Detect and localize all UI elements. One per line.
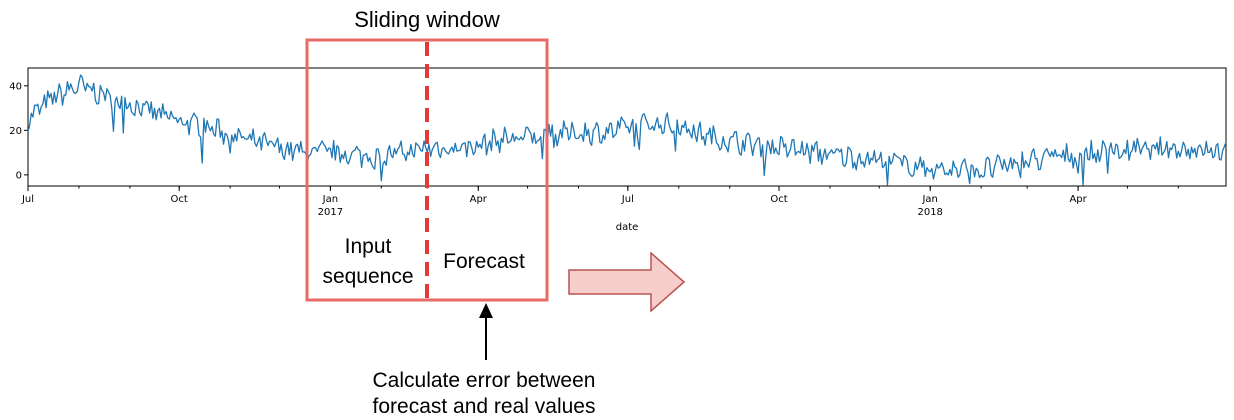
x-tick-label: Jan <box>921 194 937 205</box>
sliding-window-label: Sliding window <box>354 7 500 32</box>
y-axis-ticks: 0 20 40 <box>9 81 28 181</box>
error-label-line2: forecast and real values <box>373 395 596 418</box>
error-arrowhead <box>479 303 493 318</box>
x-tick-label: Jul <box>621 194 634 205</box>
sliding-window-box <box>305 38 549 302</box>
x-axis-ticks: Jul Oct Jan 2017 Apr Jul Oct Jan 2018 Apr <box>21 186 1179 218</box>
input-sequence-label-line2: sequence <box>322 265 413 288</box>
y-tick-label: 40 <box>9 81 22 92</box>
x-tick-label: Jan <box>322 194 338 205</box>
x-tick-label: Oct <box>770 194 787 205</box>
plot-area-frame <box>27 67 1227 187</box>
x-tick-label: Jul <box>21 194 34 205</box>
y-tick-label: 20 <box>9 126 22 137</box>
x-tick-year-label: 2018 <box>917 207 942 218</box>
x-axis-label: date <box>616 222 639 233</box>
error-label-line1: Calculate error between <box>373 369 596 392</box>
input-sequence-label-line1: Input <box>345 235 392 258</box>
x-tick-label: Apr <box>470 194 488 205</box>
slide-direction-arrow <box>568 251 686 313</box>
x-tick-label: Apr <box>1069 194 1087 205</box>
y-tick-label: 0 <box>16 170 22 181</box>
forecast-label: Forecast <box>443 250 525 273</box>
time-series-chart: 0 20 40 Jul Oct Jan 2017 Apr Jul Oct Jan 2018 Apr d… <box>9 67 1227 233</box>
series-line <box>27 74 1227 186</box>
x-tick-year-label: 2017 <box>318 207 343 218</box>
x-tick-label: Oct <box>171 194 188 205</box>
